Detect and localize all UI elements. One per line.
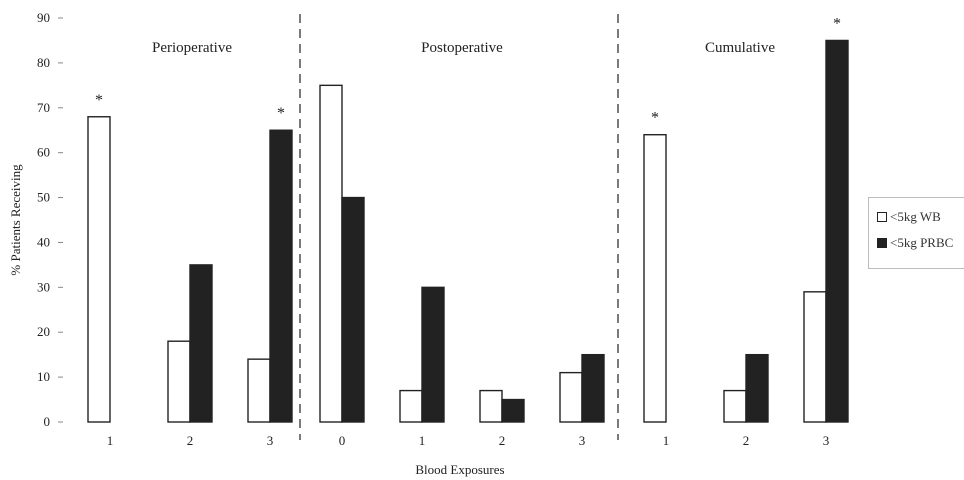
bar-prbc — [745, 353, 769, 423]
y-tick-label: 30 — [37, 279, 50, 294]
y-tick-label: 20 — [37, 324, 50, 339]
x-tick-label: 3 — [579, 433, 586, 448]
panel-title: Perioperative — [152, 40, 232, 56]
y-tick-label: 50 — [37, 190, 50, 205]
bar-prbc — [581, 353, 605, 423]
y-tick-label: 60 — [37, 145, 50, 160]
x-tick-label: 2 — [743, 433, 750, 448]
significance-asterisk: * — [95, 92, 103, 109]
legend-item-prbc: <5kg PRBC — [877, 234, 953, 252]
bar-wb — [319, 84, 343, 423]
bar-prbc — [189, 264, 213, 423]
y-tick-label: 80 — [37, 55, 50, 70]
legend: <5kg WB <5kg PRBC — [868, 197, 964, 269]
y-tick-label: 0 — [44, 414, 51, 429]
bar-prbc — [341, 196, 365, 423]
legend-item-wb: <5kg WB — [877, 208, 941, 226]
x-axis-label: Blood Exposures — [415, 462, 504, 477]
bar-wb — [87, 116, 111, 423]
y-tick-label: 90 — [37, 10, 50, 25]
panel-title: Cumulative — [705, 40, 775, 56]
x-tick-label: 1 — [107, 433, 114, 448]
y-tick-label: 10 — [37, 369, 50, 384]
x-tick-label: 1 — [663, 433, 670, 448]
bar-prbc — [501, 398, 525, 423]
bar-wb — [479, 389, 503, 423]
y-tick-label: 70 — [37, 100, 50, 115]
bar-prbc — [825, 39, 849, 423]
significance-asterisk: * — [833, 15, 841, 32]
significance-asterisk: * — [651, 110, 659, 127]
significance-asterisk: * — [277, 105, 285, 122]
bar-prbc — [269, 129, 293, 423]
x-tick-label: 3 — [267, 433, 274, 448]
bar-wb — [803, 291, 827, 423]
x-tick-label: 2 — [499, 433, 506, 448]
bar-wb — [643, 134, 667, 423]
bar-wb — [167, 340, 191, 423]
x-tick-label: 1 — [419, 433, 426, 448]
bar-wb — [399, 389, 423, 423]
y-tick-label: 40 — [37, 234, 50, 249]
x-tick-label: 2 — [187, 433, 194, 448]
bar-wb — [723, 389, 747, 423]
panel-title: Postoperative — [421, 40, 503, 56]
bar-prbc — [421, 286, 445, 423]
x-tick-label: 3 — [823, 433, 830, 448]
legend-swatch-prbc — [877, 238, 887, 248]
legend-swatch-wb — [877, 212, 887, 222]
legend-label-prbc: <5kg PRBC — [890, 235, 954, 250]
x-tick-label: 0 — [339, 433, 346, 448]
bar-wb — [559, 371, 583, 423]
y-axis-label: % Patients Receiving — [8, 164, 23, 276]
bar-wb — [247, 358, 271, 423]
legend-label-wb: <5kg WB — [890, 209, 941, 224]
